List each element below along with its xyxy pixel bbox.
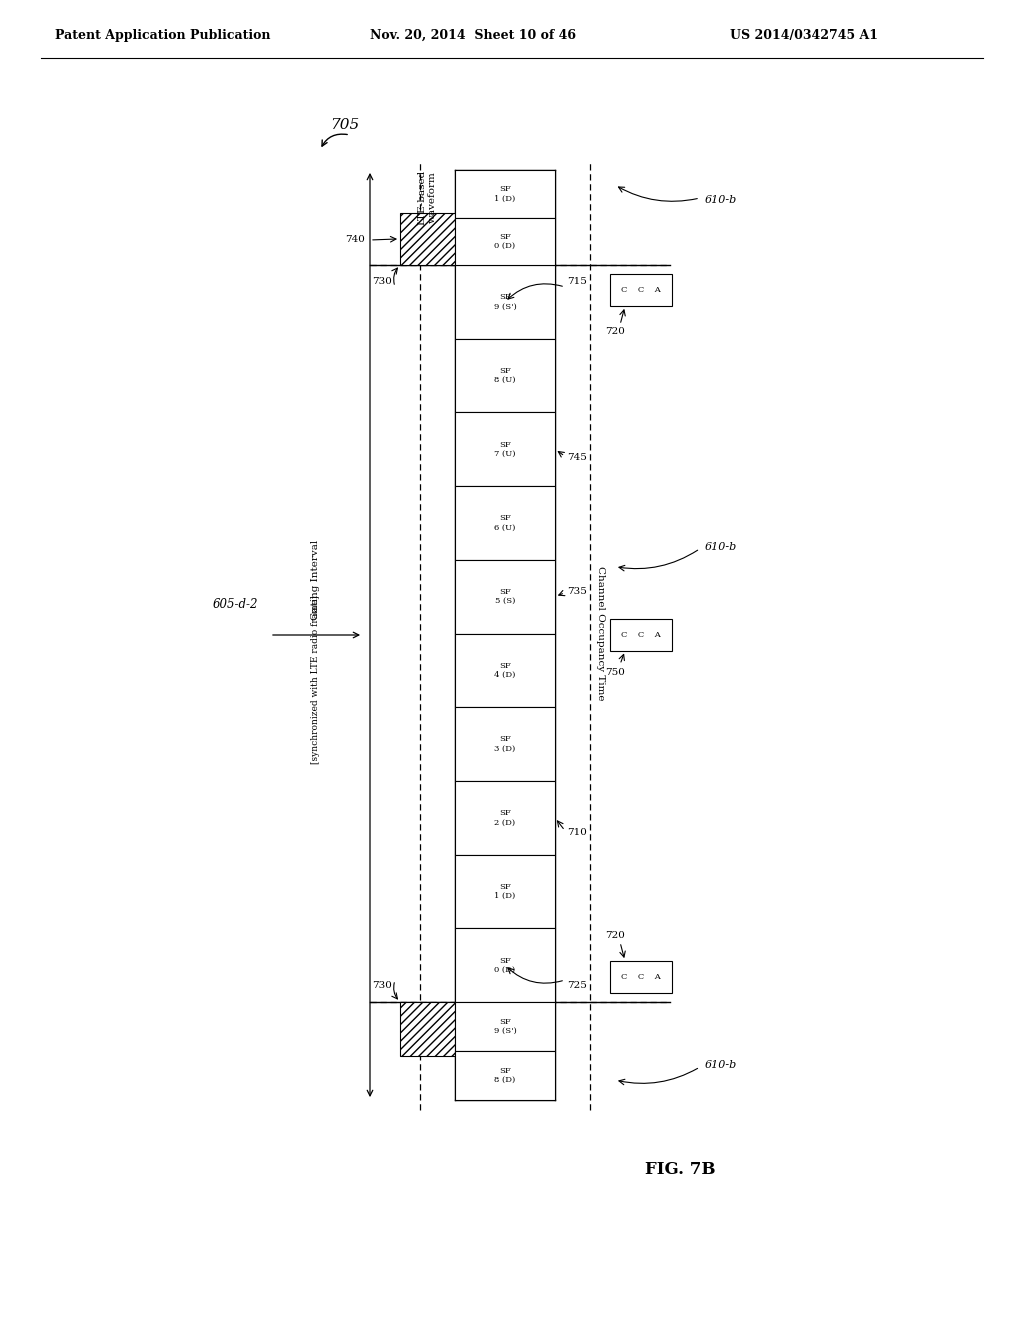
Text: 725: 725 <box>567 981 587 990</box>
Text: Channel Occupancy Time: Channel Occupancy Time <box>596 566 604 701</box>
Text: US 2014/0342745 A1: US 2014/0342745 A1 <box>730 29 878 41</box>
Bar <box>455 265 555 339</box>
Bar <box>610 961 672 993</box>
Text: [synchronized with LTE radio frame]: [synchronized with LTE radio frame] <box>310 595 319 764</box>
Bar <box>455 781 555 854</box>
Text: 720: 720 <box>605 931 625 940</box>
Text: 745: 745 <box>567 453 587 462</box>
Text: 610-b: 610-b <box>705 195 737 205</box>
Text: SF
8 (U): SF 8 (U) <box>495 367 516 384</box>
Bar <box>455 560 555 634</box>
Text: SF
5 (S): SF 5 (S) <box>495 587 515 606</box>
Text: 750: 750 <box>605 668 625 677</box>
Text: SF
9 (S'): SF 9 (S') <box>494 293 516 310</box>
Text: SF
4 (D): SF 4 (D) <box>495 661 516 678</box>
Text: SF
3 (D): SF 3 (D) <box>495 735 516 752</box>
Bar <box>455 412 555 486</box>
Text: C    C    A: C C A <box>622 286 660 294</box>
Bar <box>455 634 555 708</box>
Bar <box>455 1051 555 1100</box>
Text: 735: 735 <box>567 587 587 597</box>
Bar <box>455 928 555 1002</box>
Bar <box>455 1002 555 1051</box>
Text: 730: 730 <box>372 981 392 990</box>
Bar <box>455 218 555 265</box>
Text: SF
9 (S'): SF 9 (S') <box>494 1018 516 1035</box>
Bar <box>610 619 672 651</box>
Text: FIG. 7B: FIG. 7B <box>645 1162 715 1179</box>
Bar <box>455 486 555 560</box>
Text: SF
0 (D): SF 0 (D) <box>495 957 515 974</box>
Bar <box>400 213 455 265</box>
Text: 605-d-2: 605-d-2 <box>212 598 258 611</box>
Text: 610-b: 610-b <box>705 541 737 552</box>
Text: SF
0 (D): SF 0 (D) <box>495 232 515 249</box>
Bar <box>400 1002 455 1056</box>
Bar <box>610 275 672 306</box>
Text: SF
1 (D): SF 1 (D) <box>495 883 516 900</box>
Text: 710: 710 <box>567 828 587 837</box>
Text: C    C    A: C C A <box>622 973 660 981</box>
Bar <box>455 170 555 218</box>
Text: SF
2 (D): SF 2 (D) <box>495 809 515 826</box>
Text: C    C    A: C C A <box>622 631 660 639</box>
Text: 720: 720 <box>605 327 625 337</box>
Text: 730: 730 <box>372 277 392 286</box>
Bar <box>455 854 555 928</box>
Text: LTE-based
waveform: LTE-based waveform <box>418 170 437 226</box>
Text: Patent Application Publication: Patent Application Publication <box>55 29 270 41</box>
Text: SF
1 (D): SF 1 (D) <box>495 185 516 202</box>
Text: 740: 740 <box>345 235 365 244</box>
Text: SF
6 (U): SF 6 (U) <box>495 515 516 532</box>
Bar <box>455 339 555 412</box>
Text: Nov. 20, 2014  Sheet 10 of 46: Nov. 20, 2014 Sheet 10 of 46 <box>370 29 575 41</box>
Text: SF
8 (D): SF 8 (D) <box>495 1067 516 1084</box>
Bar <box>455 708 555 781</box>
Text: 610-b: 610-b <box>705 1060 737 1071</box>
Text: 705: 705 <box>331 117 359 132</box>
Text: SF
7 (U): SF 7 (U) <box>495 441 516 458</box>
Text: Gating Interval: Gating Interval <box>310 540 319 620</box>
Text: 715: 715 <box>567 277 587 286</box>
